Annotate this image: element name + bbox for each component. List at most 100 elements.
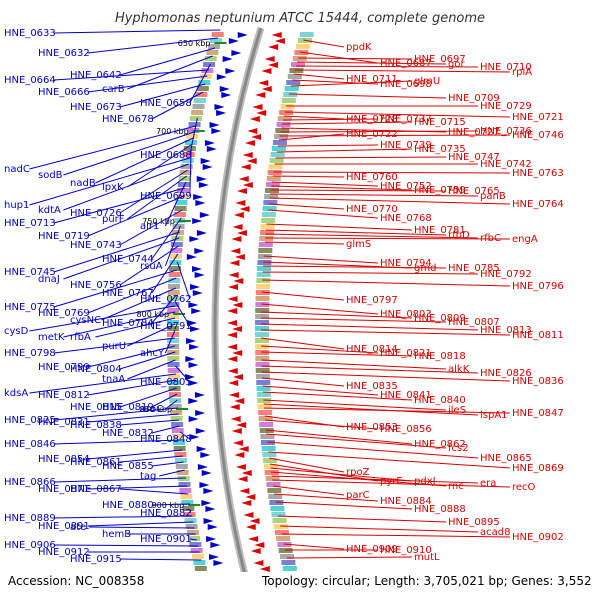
reverse-gene-label: gmd xyxy=(414,263,436,274)
forward-gene-arrow xyxy=(202,164,213,170)
backbone-line xyxy=(213,27,263,600)
cds-block xyxy=(286,80,301,85)
forward-gene-label: HNE_0673 xyxy=(70,102,122,113)
reverse-gene-arrow xyxy=(244,140,255,146)
cds-block xyxy=(260,224,275,229)
forward-gene-arrow xyxy=(188,398,199,404)
cds-block xyxy=(259,422,274,427)
reverse-gene-leader xyxy=(261,311,413,319)
forward-gene-leader xyxy=(53,477,186,483)
forward-gene-label: HNE_0798 xyxy=(4,348,56,359)
forward-gene-label: ate xyxy=(70,522,86,533)
forward-gene-leader xyxy=(63,311,176,338)
cds-block xyxy=(256,386,271,391)
forward-gene-label: HNE_0812 xyxy=(38,390,90,401)
reverse-gene-arrow xyxy=(274,38,285,44)
reverse-gene-arrow xyxy=(230,248,241,254)
forward-gene-arrow xyxy=(200,452,211,458)
cds-block xyxy=(172,440,185,445)
forward-gene-label: HNE_0784 xyxy=(102,318,154,329)
reverse-gene-label: panB xyxy=(480,191,506,202)
forward-gene-label: hup1 xyxy=(4,200,29,211)
reverse-gene-leader xyxy=(263,255,379,264)
forward-gene-label: HNE_0666 xyxy=(38,87,90,98)
forward-gene-label: nadB xyxy=(70,178,96,189)
reverse-gene-arrow xyxy=(251,134,262,140)
forward-gene-leader xyxy=(179,431,191,440)
reverse-gene-label: HNE_0797 xyxy=(346,295,398,306)
reverse-gene-leader xyxy=(260,329,511,336)
forward-gene-arrow xyxy=(213,560,224,566)
cds-block xyxy=(276,536,291,541)
cds-block xyxy=(169,404,182,409)
cds-block xyxy=(258,410,273,415)
reverse-gene-arrow xyxy=(229,260,240,266)
cds-block xyxy=(296,44,311,49)
reverse-gene-leader xyxy=(276,148,413,153)
cds-block xyxy=(255,332,270,337)
reverse-gene-leader xyxy=(274,493,379,502)
forward-gene-arrow xyxy=(192,266,203,272)
reverse-gene-arrow xyxy=(236,230,247,236)
forward-gene-leader xyxy=(119,419,180,426)
forward-gene-arrow xyxy=(204,140,215,146)
forward-gene-leader xyxy=(119,351,176,370)
reverse-gene-label: fcs2 xyxy=(448,443,469,454)
cds-block xyxy=(269,158,284,163)
reverse-gene-label: gor xyxy=(448,59,465,70)
reverse-gene-label: rnc xyxy=(448,481,464,492)
cds-block xyxy=(170,416,183,421)
forward-gene-arrow xyxy=(196,230,207,236)
cds-block xyxy=(186,530,199,535)
cds-block xyxy=(262,452,277,457)
reverse-gene-label: HNE_0792 xyxy=(480,269,532,280)
reverse-gene-arrow xyxy=(235,200,246,206)
reverse-gene-arrow xyxy=(264,56,275,62)
reverse-gene-leader xyxy=(299,51,379,64)
reverse-gene-leader xyxy=(294,69,511,73)
cds-block xyxy=(261,446,276,451)
reverse-gene-arrow xyxy=(234,254,245,260)
forward-gene-arrow xyxy=(195,200,206,206)
reverse-gene-label: HNE_0709 xyxy=(448,93,500,104)
reverse-gene-label: HNE_0888 xyxy=(414,504,466,515)
cds-block xyxy=(181,158,194,163)
reverse-gene-leader xyxy=(269,197,511,205)
reverse-gene-label: HNE_0818 xyxy=(414,351,466,362)
forward-gene-label: HNE_0805 xyxy=(140,377,192,388)
reverse-gene-label: alkK xyxy=(448,364,470,375)
cds-block xyxy=(170,248,183,253)
cds-block xyxy=(174,452,187,457)
cds-block xyxy=(194,566,207,571)
cds-block xyxy=(167,338,180,343)
forward-gene-label: HNE_0866 xyxy=(4,477,56,488)
cds-block xyxy=(184,518,197,523)
cds-block xyxy=(190,548,203,553)
cds-block xyxy=(255,362,270,367)
forward-gene-label: purU xyxy=(102,341,126,352)
forward-gene-leader xyxy=(63,163,189,211)
cds-block xyxy=(172,434,185,439)
cds-block xyxy=(256,392,271,397)
reverse-gene-label: HNE_0737 xyxy=(380,114,432,125)
reverse-gene-leader xyxy=(271,185,413,191)
reverse-gene-leader xyxy=(273,171,511,174)
reverse-gene-label: HNE_0747 xyxy=(448,152,500,163)
reverse-gene-leader xyxy=(261,371,511,382)
cds-block xyxy=(274,530,289,535)
forward-gene-leader xyxy=(127,359,176,380)
cds-block xyxy=(169,266,182,271)
reverse-gene-label: HNE_0765 xyxy=(448,186,500,197)
cds-block xyxy=(180,164,193,169)
reverse-gene-leader xyxy=(263,265,447,269)
reverse-gene-arrow xyxy=(227,320,238,326)
forward-gene-label: HNE_0855 xyxy=(102,461,154,472)
cds-block xyxy=(264,194,279,199)
forward-gene-label: aroC xyxy=(140,404,163,415)
reverse-gene-label: acad8 xyxy=(480,527,510,538)
reverse-gene-leader xyxy=(262,391,413,401)
reverse-gene-leader xyxy=(295,65,479,68)
reverse-gene-arrow xyxy=(242,182,253,188)
reverse-gene-arrow xyxy=(233,212,244,218)
